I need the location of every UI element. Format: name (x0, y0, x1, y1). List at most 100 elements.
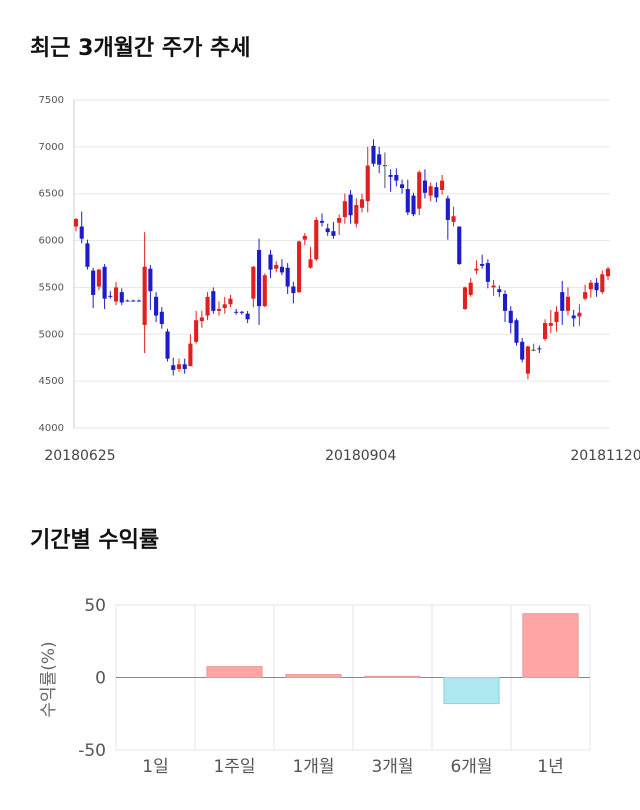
candle-body (451, 216, 456, 222)
candle-body (308, 259, 313, 268)
y-tick-label: 4000 (39, 423, 64, 434)
candle-body (440, 180, 445, 190)
y-tick-label: -50 (78, 741, 106, 761)
candle-body (462, 287, 468, 309)
candle-body (485, 263, 490, 282)
x-category-label: 1년 (537, 757, 563, 777)
candle-body (525, 346, 530, 374)
candle-body (148, 268, 153, 292)
candle-body (537, 348, 542, 350)
y-axis-label: 수익률(%) (39, 641, 59, 717)
candle-body (325, 228, 330, 233)
candle-body (445, 198, 450, 220)
candle-body (605, 268, 611, 277)
candle-body (262, 275, 267, 307)
candle-body (560, 292, 565, 311)
x-category-label: 1개월 (292, 757, 334, 777)
candle-body (577, 312, 582, 317)
candle-body (188, 343, 193, 367)
candle-body (394, 174, 399, 181)
candle-body (491, 285, 496, 288)
candle-body (565, 296, 571, 311)
x-category-label: 6개월 (450, 757, 492, 777)
candle-body (125, 300, 130, 302)
candle-body (85, 243, 90, 267)
candle-body (96, 269, 101, 287)
candle-body (583, 292, 588, 299)
y-tick-label: 7000 (39, 142, 64, 153)
candle-body (182, 364, 187, 369)
candle-body (371, 145, 376, 164)
candle-body (342, 201, 347, 218)
x-category-label: 3개월 (371, 757, 413, 777)
candle-body (136, 300, 141, 302)
x-tick-label: 20180904 (325, 448, 396, 464)
candle-body (554, 311, 559, 323)
candle-body (291, 286, 296, 294)
candle-body (159, 311, 164, 324)
y-tick-label: 0 (95, 669, 106, 689)
return-bar (522, 613, 579, 678)
candle-body (502, 293, 508, 311)
candle-body (411, 195, 416, 215)
candle-body (228, 298, 233, 305)
candle-body (468, 282, 473, 295)
candle-body (245, 313, 250, 320)
candle-body (497, 289, 502, 293)
candle-body (199, 317, 204, 322)
candle-body (319, 220, 325, 223)
y-tick-label: 7500 (39, 95, 64, 106)
x-category-label: 1일 (142, 757, 168, 777)
candle-body (571, 315, 576, 319)
candle-body (216, 308, 222, 311)
candle-body (302, 235, 307, 240)
candle-body (348, 194, 353, 216)
x-tick-label: 20180625 (44, 448, 115, 464)
candle-body (142, 266, 147, 325)
candle-body (359, 199, 365, 208)
candle-body (594, 282, 599, 291)
candle-body (354, 204, 359, 224)
candle-body (365, 165, 370, 202)
x-tick-label: 20181120 (570, 448, 640, 464)
candle-body (194, 320, 199, 342)
candle-body (474, 268, 479, 271)
candle-body (119, 292, 124, 303)
candle-body (256, 249, 262, 307)
candle-body (205, 296, 210, 316)
candle-body (428, 186, 433, 196)
candle-body (251, 266, 256, 299)
candle-body (113, 287, 119, 302)
candle-body (405, 189, 410, 213)
return-bar (285, 674, 342, 678)
candle-body (297, 241, 302, 293)
candle-body (91, 270, 96, 295)
return-bar (443, 677, 500, 705)
candle-body (314, 219, 319, 260)
candle-body (331, 231, 336, 236)
candle-body (548, 323, 553, 326)
price-trend-title: 최근 3개월간 주가 추세 (30, 36, 251, 61)
candle-body (422, 180, 428, 193)
y-tick-label: 6000 (39, 236, 64, 247)
candle-body (285, 267, 290, 287)
candle-body (171, 365, 176, 370)
candle-body (165, 331, 170, 359)
x-category-label: 1주일 (213, 757, 255, 777)
candle-body (108, 295, 113, 297)
candle-body (239, 311, 244, 313)
candle-body (434, 187, 439, 198)
candle-body (480, 264, 485, 266)
y-tick-label: 4500 (39, 376, 64, 387)
candle-body (79, 226, 84, 239)
returns-title: 기간별 수익률 (30, 528, 160, 553)
y-tick-label: 5000 (39, 329, 64, 340)
y-tick-label: 50 (84, 596, 106, 616)
candle-body (176, 364, 182, 369)
candle-body (211, 291, 216, 311)
y-tick-label: 5500 (39, 282, 64, 293)
candle-body (417, 172, 422, 209)
candle-body (543, 323, 548, 339)
candle-body (337, 218, 342, 223)
return-bar (364, 675, 421, 678)
